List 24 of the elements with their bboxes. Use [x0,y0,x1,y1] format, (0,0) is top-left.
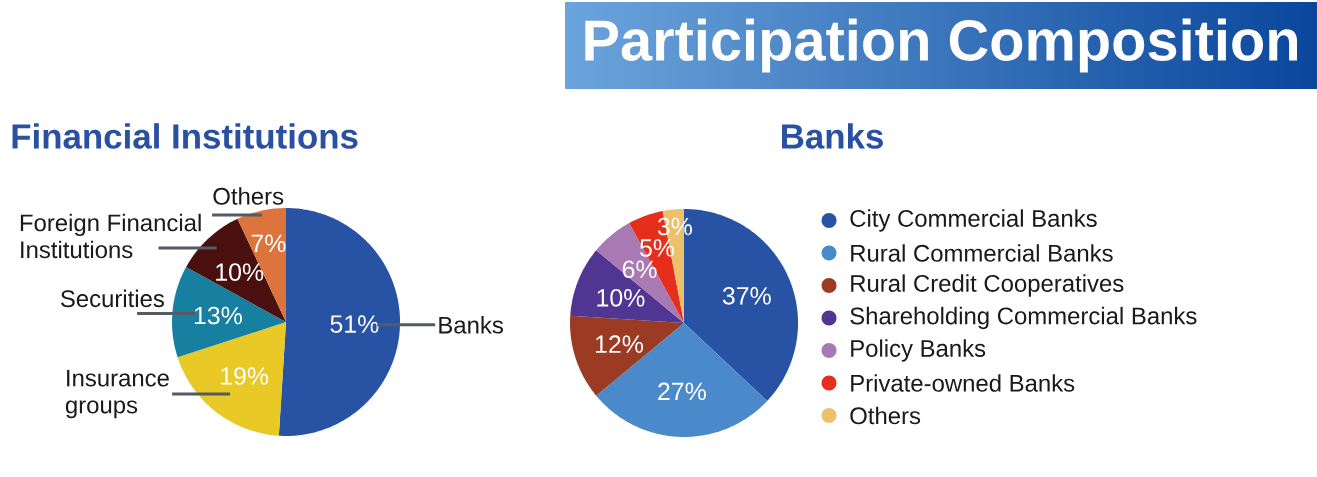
data-label: 37% [722,287,771,305]
legend-label: City Commercial Banks [850,209,1097,232]
legend-label: Shareholding Commercial Banks [850,306,1197,330]
slice-label: Others [213,187,284,205]
legend-label: Private-owned Banks [851,374,1075,392]
data-label: 10% [597,288,645,307]
slice-label: Securities [60,289,164,308]
text: Participation Composition [585,18,1297,73]
legend-label: Others [850,406,921,425]
data-label: 7% [251,234,286,253]
data-label: 12% [595,335,644,353]
data-label: 19% [221,367,269,385]
data-label: 13% [194,306,242,325]
data-label: 51% [330,315,379,333]
data-label: 10% [216,263,264,281]
data-label: 27% [658,382,706,401]
chart-title: Financial Institutions [12,123,358,149]
legend-label: Policy Banks [851,339,986,362]
slice-label: Foreign Financial Institutions [20,213,201,259]
legend-label: Rural Credit Cooperatives [851,274,1124,297]
legend-label: Rural Commercial Banks [851,244,1113,262]
slice-label: Insurance groups [65,369,169,419]
slice-label: Banks [439,316,503,334]
chart-title: Banks [782,123,883,149]
